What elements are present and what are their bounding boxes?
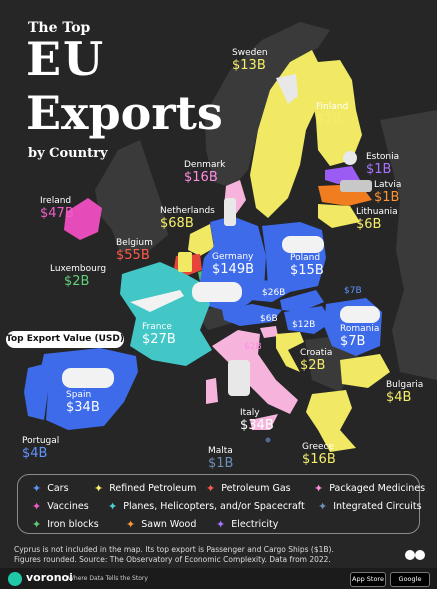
plane-illustration-france [130, 290, 184, 312]
fuel-nozzle-illustration-sweden [276, 74, 298, 104]
bulgaria-region [340, 354, 390, 388]
label-slovenia-value: $2B [244, 342, 262, 352]
label-spain: Spain $34B [66, 390, 100, 415]
footnote-source: Figures rounded. Source: The Observatory… [14, 555, 331, 564]
label-austria-value: $6B [260, 314, 278, 324]
label-belgium: Belgium $55B [116, 238, 153, 263]
google-play-badge[interactable]: Google Play [390, 572, 430, 589]
legend-item-vaccines: ✦ Vaccines [32, 500, 89, 513]
italy-region [212, 330, 298, 414]
label-france: France $27B [142, 322, 176, 347]
label-czechia-value: $26B [262, 288, 286, 298]
title-line-top: The Top [28, 20, 91, 36]
label-poland: Poland $15B [290, 253, 324, 278]
label-slovakia-value: $12B [292, 320, 316, 330]
brand-name: voronoi [26, 571, 73, 584]
brand-tagline: Where Data Tells the Story [68, 575, 148, 582]
czechia-region [246, 280, 290, 302]
legend-item-integrated-circuits: ✦ Integrated Circuits [318, 500, 422, 513]
vial-illustration-italy [228, 360, 250, 396]
label-denmark: Denmark $16B [184, 160, 226, 185]
title-subtitle: by Country [28, 146, 108, 161]
label-estonia: Estonia $1B [366, 152, 400, 177]
car-illustration-romania [340, 306, 380, 323]
label-sweden: Sweden $13B [232, 48, 268, 73]
label-romania: Romania $7B [340, 324, 380, 349]
spain-region [40, 348, 138, 430]
car-illustration-germany [192, 282, 242, 302]
label-netherlands: Netherlands $68B [160, 206, 215, 231]
vial-illustration-denmark [224, 198, 236, 226]
sparkle-icon: ✦ [216, 518, 226, 531]
legend-item-iron-blocks: ✦ Iron blocks [32, 518, 99, 531]
legend-item-electricity: ✦ Electricity [216, 518, 279, 531]
legend-item-sawn-wood: ✦ Sawn Wood [126, 518, 197, 531]
sparkle-icon: ✦ [206, 482, 216, 495]
sicily-region [250, 414, 278, 430]
croatia-region [276, 332, 304, 372]
sparkle-icon: ✦ [108, 500, 118, 513]
netherlands-region [188, 224, 214, 256]
lithuania-region [318, 204, 360, 228]
label-ireland: Ireland $47B [40, 196, 74, 221]
voronoi-mark-icon [404, 546, 426, 560]
label-finland: Finland $7B [316, 102, 349, 127]
finland-region [312, 60, 362, 166]
norway-land [205, 22, 330, 188]
label-lithuania: Lithuania $6B [356, 207, 398, 232]
top-export-value-badge: Top Export Value (USD) [6, 331, 124, 348]
label-malta: Malta $1B [208, 446, 234, 471]
legend-item-refined-petroleum: ✦ Refined Petroleum [94, 482, 197, 495]
voronoi-logo-icon [8, 572, 22, 586]
ireland-region [64, 198, 102, 240]
brand-bar [0, 568, 437, 589]
malta-region [265, 437, 271, 443]
label-germany: Germany $149B [212, 252, 255, 277]
title-exports: Exports [26, 86, 223, 140]
title-eu: EU [26, 32, 106, 86]
hungary-region [284, 306, 332, 334]
label-portugal: Portugal $4B [22, 436, 60, 461]
uk-land [95, 140, 168, 252]
legend-item-planes: ✦ Planes, Helicopters, and/or Spacecraft [108, 500, 305, 513]
eastern-land [380, 110, 437, 380]
sparkle-icon: ✦ [32, 500, 42, 513]
legend-item-cars: ✦ Cars [32, 482, 69, 495]
sardinia-region [206, 378, 218, 404]
bulb-illustration-estonia [343, 151, 357, 165]
label-bulgaria: Bulgaria $4B [386, 380, 424, 405]
car-illustration-spain [62, 368, 114, 388]
car-illustration-poland [282, 236, 324, 253]
sparkle-icon: ✦ [94, 482, 104, 495]
europe-map [24, 22, 437, 452]
estonia-region [325, 166, 360, 184]
austria-region [222, 304, 282, 326]
sparkle-icon: ✦ [32, 482, 42, 495]
lumber-illustration-latvia [340, 180, 372, 192]
portugal-region [24, 364, 48, 420]
sweden-region [250, 50, 322, 218]
sparkle-icon: ✦ [126, 518, 136, 531]
label-hungary-value: $7B [344, 286, 362, 296]
fuel-can-illustration-netherlands [178, 252, 192, 272]
slovenia-region [260, 326, 278, 338]
label-greece: Greece $16B [302, 442, 336, 467]
legend: ✦ Cars ✦ Refined Petroleum ✦ Petroleum G… [17, 474, 425, 534]
slovakia-region [280, 290, 324, 312]
greece-region [306, 390, 356, 452]
footnote-cyprus: Cyprus is not included in the map. Its t… [14, 545, 334, 554]
france-region [120, 262, 212, 366]
sparkle-icon: ✦ [314, 482, 324, 495]
label-italy: Italy $34B [240, 408, 274, 433]
sparkle-icon: ✦ [318, 500, 328, 513]
legend-item-petroleum-gas: ✦ Petroleum Gas [206, 482, 291, 495]
label-croatia: Croatia $2B [300, 348, 333, 373]
sparkle-icon: ✦ [32, 518, 42, 531]
label-luxembourg: Luxembourg $2B [50, 264, 107, 289]
app-store-badge[interactable]: App Store [350, 572, 386, 587]
label-latvia: Latvia $1B [374, 180, 402, 205]
legend-item-packaged-medicines: ✦ Packaged Medicines [314, 482, 426, 495]
